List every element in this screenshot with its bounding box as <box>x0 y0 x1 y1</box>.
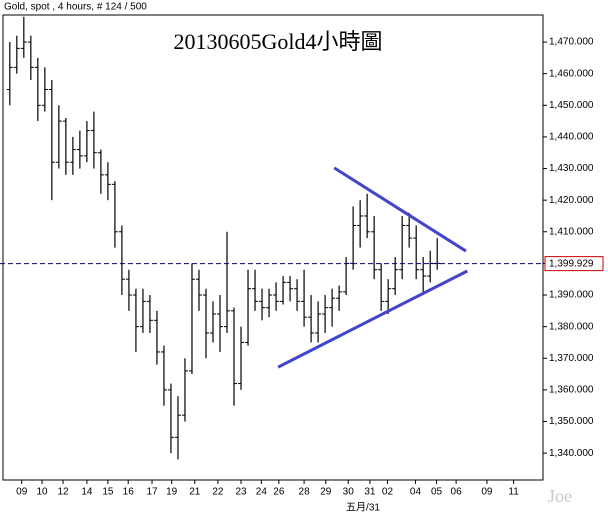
y-tick-label: 1,410.000 <box>549 226 594 237</box>
x-tick-label: 17 <box>146 487 158 498</box>
x-tick-label: 12 <box>57 487 69 498</box>
x-tick-label: 06 <box>451 487 463 498</box>
x-tick-label: 19 <box>166 487 178 498</box>
trendline <box>333 166 467 253</box>
x-tick-label: 30 <box>343 487 355 498</box>
x-tick-label: 31 <box>364 487 376 498</box>
x-tick-label: 21 <box>189 487 201 498</box>
x-tick-label: 02 <box>382 487 394 498</box>
x-tick-label: 15 <box>102 487 114 498</box>
trendline <box>277 269 469 369</box>
x-tick-label: 11 <box>508 487 519 498</box>
y-tick-label: 1,420.000 <box>549 195 594 206</box>
x-tick-label: 23 <box>235 487 247 498</box>
x-tick-label: 10 <box>36 487 48 498</box>
x-tick-label: 29 <box>320 487 332 498</box>
y-tick-label: 1,370.000 <box>549 353 594 364</box>
y-tick-label: 1,460.000 <box>549 68 594 79</box>
last-price-box <box>544 256 604 272</box>
y-tick-label: 1,450.000 <box>549 100 594 111</box>
x-axis-label: 五月/31 <box>346 502 380 514</box>
chart-title: 20130605Gold4小時圖 <box>173 29 382 54</box>
x-tick-label: 28 <box>299 487 311 498</box>
y-tick-label: 1,340.000 <box>549 448 594 459</box>
x-tick-label: 09 <box>16 487 28 498</box>
x-tick-label: 05 <box>431 487 443 498</box>
y-tick-label: 1,380.000 <box>549 321 594 332</box>
chart-header: Gold, spot , 4 hours, # 124 / 500 <box>4 2 147 13</box>
y-tick-label: 1,350.000 <box>549 416 594 427</box>
watermark: Joe <box>548 486 572 506</box>
x-tick-label: 16 <box>123 487 135 498</box>
y-tick-label: 1,390.000 <box>549 290 594 301</box>
y-tick-label: 1,440.000 <box>549 132 594 143</box>
y-tick-label: 1,430.000 <box>549 163 594 174</box>
x-tick-label: 22 <box>212 487 224 498</box>
y-tick-label: 1,360.000 <box>549 385 594 396</box>
y-tick-label: 1,470.000 <box>549 37 594 48</box>
x-tick-label: 09 <box>481 487 493 498</box>
plot-frame <box>2 14 544 481</box>
x-tick-label: 26 <box>273 487 285 498</box>
x-tick-label: 24 <box>256 487 268 498</box>
x-tick-label: 14 <box>81 487 93 498</box>
x-tick-label: 04 <box>410 487 422 498</box>
last-price-label: 1,399.929 <box>549 258 594 269</box>
